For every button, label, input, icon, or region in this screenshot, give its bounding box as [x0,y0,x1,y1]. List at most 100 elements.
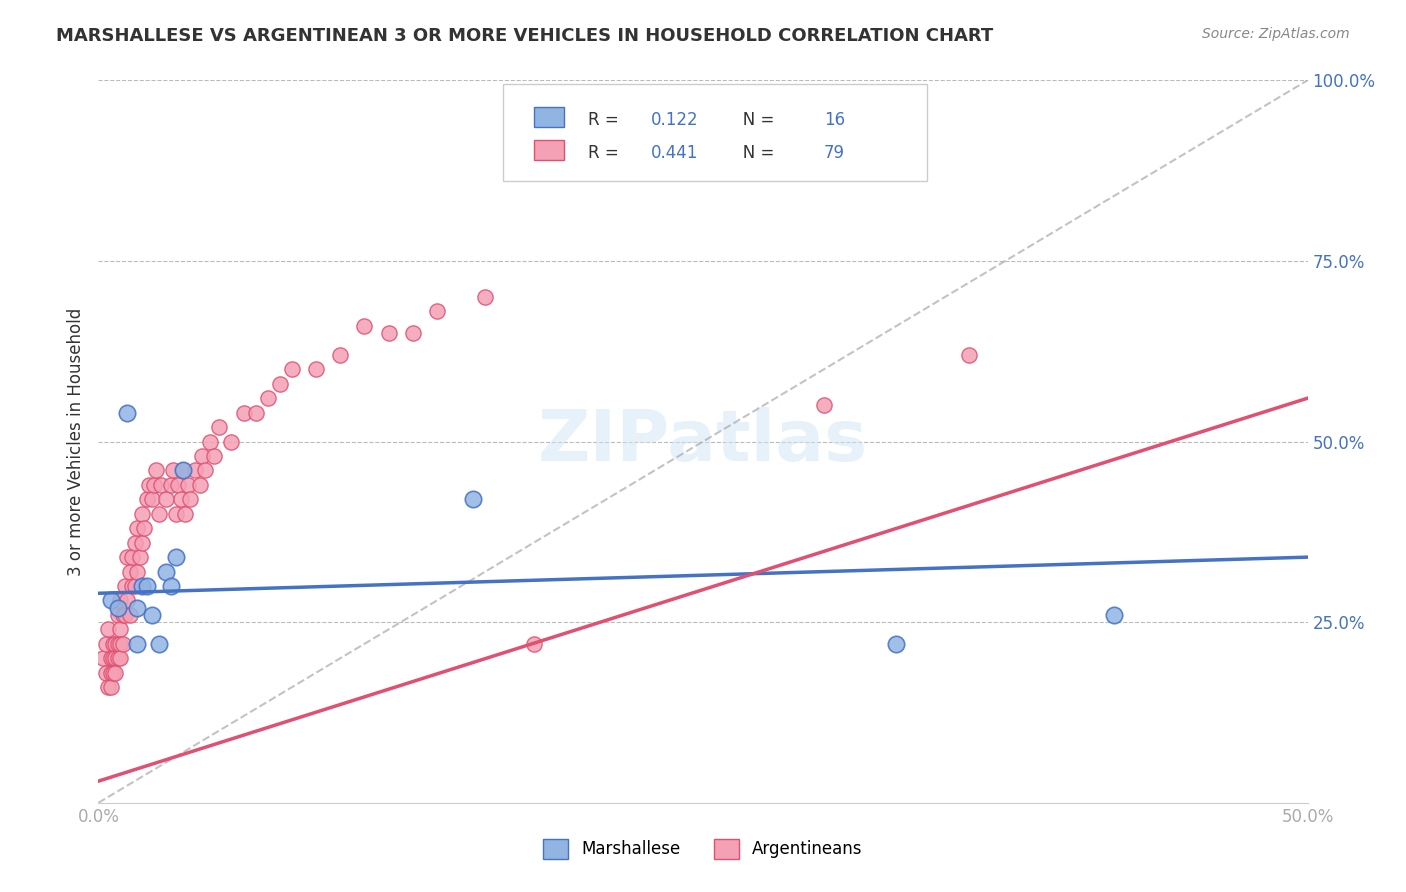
Point [167,478,190,492]
Point [111,637,134,651]
Point [148,637,170,651]
Point [169,492,191,507]
Point [100,665,122,680]
Point [204,449,226,463]
Text: MARSHALLESE VS ARGENTINEAN 3 OR MORE VEHICLES IN HOUSEHOLD CORRELATION CHART: MARSHALLESE VS ARGENTINEAN 3 OR MORE VEH… [56,27,994,45]
Point [97,623,120,637]
Point [101,637,124,651]
Point [245,406,267,420]
Point [188,478,211,492]
Y-axis label: 3 or more Vehicles in Household: 3 or more Vehicles in Household [66,308,84,575]
Point [155,492,177,507]
Text: ZIPatlas: ZIPatlas [538,407,868,476]
Point [124,535,146,549]
Point [179,492,201,507]
Point [143,478,166,492]
Point [128,550,150,565]
Text: N =: N = [727,111,780,129]
Text: 0.441: 0.441 [651,144,699,161]
Text: 0.122: 0.122 [651,111,699,129]
Point [107,651,129,665]
Point [124,579,146,593]
Point [114,579,136,593]
Text: R =: R = [588,144,624,161]
Point [121,550,143,565]
Point [886,637,908,651]
Point [91,651,114,665]
Point [127,565,149,579]
Point [97,680,120,694]
Point [269,376,291,391]
Point [127,600,149,615]
Point [402,326,425,340]
Point [426,304,449,318]
Point [107,637,129,651]
Point [172,463,194,477]
Point [141,607,163,622]
Point [1102,607,1125,622]
Point [523,637,546,651]
FancyBboxPatch shape [503,84,927,181]
Point [117,593,139,607]
Text: 16: 16 [824,111,845,129]
Point [165,550,187,565]
Point [101,665,124,680]
Point [117,550,139,565]
Point [127,521,149,535]
Point [104,637,127,651]
Point [281,362,304,376]
Point [134,521,156,535]
Point [150,478,173,492]
Point [127,637,149,651]
Point [108,623,131,637]
Point [256,391,278,405]
Point [108,651,131,665]
Point [232,406,254,420]
Point [94,637,117,651]
Point [107,600,129,615]
Point [155,565,177,579]
Point [162,463,184,477]
Point [172,463,194,477]
Point [107,607,129,622]
Point [145,463,167,477]
Text: R =: R = [588,111,624,129]
Point [194,463,217,477]
Point [198,434,221,449]
Point [177,478,200,492]
Point [111,607,134,622]
Point [94,665,117,680]
Text: 79: 79 [824,144,845,161]
Point [135,492,157,507]
Point [160,579,183,593]
Point [100,593,122,607]
Point [463,492,485,507]
Point [329,348,352,362]
Point [118,607,141,622]
Point [141,492,163,507]
FancyBboxPatch shape [534,140,564,160]
Point [108,593,131,607]
Point [135,579,157,593]
Point [108,637,131,651]
Point [104,665,127,680]
Point [305,362,328,376]
Point [121,579,143,593]
Point [160,478,183,492]
Point [101,651,124,665]
Point [100,680,122,694]
Point [148,507,170,521]
Point [184,463,207,477]
Point [131,535,153,549]
Point [114,607,136,622]
Point [208,420,231,434]
Point [813,398,835,412]
Point [377,326,399,340]
Point [191,449,214,463]
Point [353,318,375,333]
Point [131,507,153,521]
FancyBboxPatch shape [534,107,564,128]
Point [165,507,187,521]
Point [131,579,153,593]
Point [117,406,139,420]
